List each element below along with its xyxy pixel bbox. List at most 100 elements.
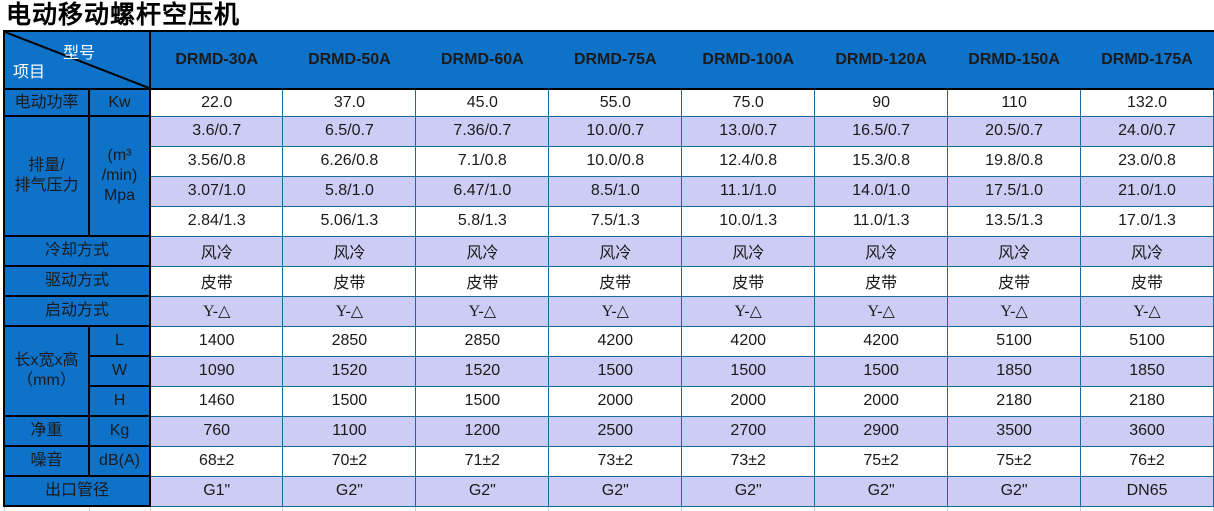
table-row-dimensions-0: 长x宽x高 （mm） L 1400 2850 2850 4200 4200 4200 5100 5…: [3, 325, 1214, 417]
row-label-net-weight: 净重: [3, 415, 90, 447]
cell-outlet-diameter-row0-drmd-120a: G2": [814, 475, 949, 507]
cell-displacement-pressure-row0-drmd-50a: 6.5/0.7: [282, 115, 417, 147]
cell-start-method-row0-drmd-150a: Y-△: [947, 295, 1082, 327]
cell-dimensions-row2-drmd-75a: 2000: [548, 385, 683, 417]
row-label-drive-method: 驱动方式: [3, 265, 151, 297]
cell-cooling-method-row0-drmd-60a: 风冷: [415, 235, 550, 267]
cell-motor-power-row0-drmd-120a: 90: [814, 88, 949, 117]
cutoff-cell: [1080, 506, 1214, 511]
cell-dimensions-row1-drmd-175a: 1850: [1080, 355, 1214, 387]
cell-dimensions-row0-drmd-120a: 4200: [814, 325, 949, 357]
cell-dimensions-row2-drmd-30a: 1460: [149, 385, 284, 417]
cell-start-method-row0-drmd-100a: Y-△: [681, 295, 816, 327]
row-label-displacement-pressure: 排量/ 排气压力: [3, 115, 90, 237]
cell-noise-row0-drmd-30a: 68±2: [149, 445, 284, 477]
cell-net-weight-row0-drmd-175a: 3600: [1080, 415, 1214, 447]
cell-displacement-pressure-row1-drmd-150a: 19.8/0.8: [947, 145, 1082, 177]
cell-displacement-pressure-row3-drmd-120a: 11.0/1.3: [814, 205, 949, 237]
cell-outlet-diameter-row0-drmd-175a: DN65: [1080, 475, 1214, 507]
cell-motor-power-row0-drmd-75a: 55.0: [548, 88, 683, 117]
row-unit-dimensions-w: W: [88, 355, 151, 387]
page-title: 电动移动螺杆空压机: [6, 1, 241, 29]
cell-motor-power-row0-drmd-175a: 132.0: [1080, 88, 1214, 117]
table-header-row: 型号 项目 DRMD-30A DRMD-50A DRMD-60A DRMD-75A DR…: [3, 30, 1214, 90]
cell-dimensions-row2-drmd-60a: 1500: [415, 385, 550, 417]
cell-dimensions-row2-drmd-175a: 2180: [1080, 385, 1214, 417]
cell-dimensions-row2-drmd-100a: 2000: [681, 385, 816, 417]
cutoff-cell: [814, 506, 949, 511]
row-label-motor-power: 电动功率: [3, 88, 90, 117]
row-unit-motor-power: Kw: [88, 88, 151, 117]
cell-dimensions-row2-drmd-120a: 2000: [814, 385, 949, 417]
row-unit-dimensions-l: L: [88, 325, 151, 357]
row-label-start-method: 启动方式: [3, 295, 151, 327]
cell-dimensions-row1-drmd-60a: 1520: [415, 355, 550, 387]
cell-dimensions-row1-drmd-75a: 1500: [548, 355, 683, 387]
cell-outlet-diameter-row0-drmd-50a: G2": [282, 475, 417, 507]
cell-motor-power-row0-drmd-60a: 45.0: [415, 88, 550, 117]
cell-drive-method-row0-drmd-75a: 皮带: [548, 265, 683, 297]
cell-motor-power-row0-drmd-30a: 22.0: [149, 88, 284, 117]
cell-displacement-pressure-row1-drmd-75a: 10.0/0.8: [548, 145, 683, 177]
cell-dimensions-row1-drmd-30a: 1090: [149, 355, 284, 387]
table-row-motor-power: 电动功率 Kw 22.0 37.0 45.0 55.0 75.0 90 110 132.0: [3, 88, 1214, 117]
cell-displacement-pressure-row3-drmd-30a: 2.84/1.3: [149, 205, 284, 237]
table-row-dimensions-1: W 1090 1520 1520 1500 1500 1500 1850 1850: [4, 355, 1214, 387]
cell-noise-row0-drmd-50a: 70±2: [282, 445, 417, 477]
cutoff-cell: [548, 506, 683, 511]
cell-outlet-diameter-row0-drmd-100a: G2": [681, 475, 816, 507]
cell-net-weight-row0-drmd-150a: 3500: [947, 415, 1082, 447]
cell-displacement-pressure-row3-drmd-175a: 17.0/1.3: [1080, 205, 1214, 237]
cell-displacement-pressure-row1-drmd-60a: 7.1/0.8: [415, 145, 550, 177]
cell-cooling-method-row0-drmd-75a: 风冷: [548, 235, 683, 267]
cell-dimensions-row1-drmd-150a: 1850: [947, 355, 1082, 387]
cell-start-method-row0-drmd-175a: Y-△: [1080, 295, 1214, 327]
cell-dimensions-row0-drmd-75a: 4200: [548, 325, 683, 357]
cell-drive-method-row0-drmd-60a: 皮带: [415, 265, 550, 297]
cell-displacement-pressure-row1-drmd-175a: 23.0/0.8: [1080, 145, 1214, 177]
table-row-displacement-pressure-3: 2.84/1.3 5.06/1.3 5.8/1.3 7.5/1.3 10.0/1.3 11…: [4, 205, 1214, 237]
cutoff-cell: [282, 506, 417, 511]
row-unit-displacement-pressure: (m³ /min) Mpa: [88, 115, 151, 237]
row-unit-net-weight: Kg: [88, 415, 151, 447]
table-row-drive-method: 驱动方式 皮带 皮带 皮带 皮带 皮带 皮带 皮带 皮带: [3, 265, 1214, 297]
cell-dimensions-row0-drmd-60a: 2850: [415, 325, 550, 357]
table-row-outlet-diameter: 出口管径 G1" G2" G2" G2" G2" G2" G2" DN65: [3, 475, 1214, 507]
cell-start-method-row0-drmd-30a: Y-△: [149, 295, 284, 327]
cell-drive-method-row0-drmd-150a: 皮带: [947, 265, 1082, 297]
cell-displacement-pressure-row3-drmd-50a: 5.06/1.3: [282, 205, 417, 237]
cell-drive-method-row0-drmd-120a: 皮带: [814, 265, 949, 297]
table-row-cooling-method: 冷却方式 风冷 风冷 风冷 风冷 风冷 风冷 风冷 风冷: [3, 235, 1214, 267]
cell-cooling-method-row0-drmd-175a: 风冷: [1080, 235, 1214, 267]
cell-net-weight-row0-drmd-120a: 2900: [814, 415, 949, 447]
row-unit-noise: dB(A): [88, 445, 151, 477]
row-label-cooling-method: 冷却方式: [3, 235, 151, 267]
cell-displacement-pressure-row2-drmd-150a: 17.5/1.0: [947, 175, 1082, 207]
cutoff-cell: [88, 506, 151, 511]
cell-noise-row0-drmd-120a: 75±2: [814, 445, 949, 477]
cell-net-weight-row0-drmd-100a: 2700: [681, 415, 816, 447]
cell-displacement-pressure-row2-drmd-50a: 5.8/1.0: [282, 175, 417, 207]
cell-cooling-method-row0-drmd-120a: 风冷: [814, 235, 949, 267]
column-header-drmd-100a: DRMD-100A: [681, 30, 816, 90]
table-row-noise: 噪音 dB(A) 68±2 70±2 71±2 73±2 73±2 75±2 75±2 76±2: [3, 445, 1214, 477]
cell-dimensions-row0-drmd-30a: 1400: [149, 325, 284, 357]
row-label-outlet-diameter: 出口管径: [3, 475, 151, 507]
cell-noise-row0-drmd-175a: 76±2: [1080, 445, 1214, 477]
column-header-drmd-50a: DRMD-50A: [282, 30, 417, 90]
cutoff-cell: [3, 506, 90, 511]
cutoff-cell: [947, 506, 1082, 511]
cell-displacement-pressure-row0-drmd-30a: 3.6/0.7: [149, 115, 284, 147]
corner-item-label: 项目: [13, 64, 46, 81]
cell-dimensions-row2-drmd-150a: 2180: [947, 385, 1082, 417]
cell-outlet-diameter-row0-drmd-60a: G2": [415, 475, 550, 507]
cell-displacement-pressure-row1-drmd-100a: 12.4/0.8: [681, 145, 816, 177]
cell-noise-row0-drmd-100a: 73±2: [681, 445, 816, 477]
cutoff-cell: [681, 506, 816, 511]
cell-displacement-pressure-row2-drmd-120a: 14.0/1.0: [814, 175, 949, 207]
cell-dimensions-row0-drmd-175a: 5100: [1080, 325, 1214, 357]
cell-motor-power-row0-drmd-50a: 37.0: [282, 88, 417, 117]
cell-dimensions-row2-drmd-50a: 1500: [282, 385, 417, 417]
cell-outlet-diameter-row0-drmd-30a: G1": [149, 475, 284, 507]
row-unit-dimensions-h: H: [88, 385, 151, 417]
